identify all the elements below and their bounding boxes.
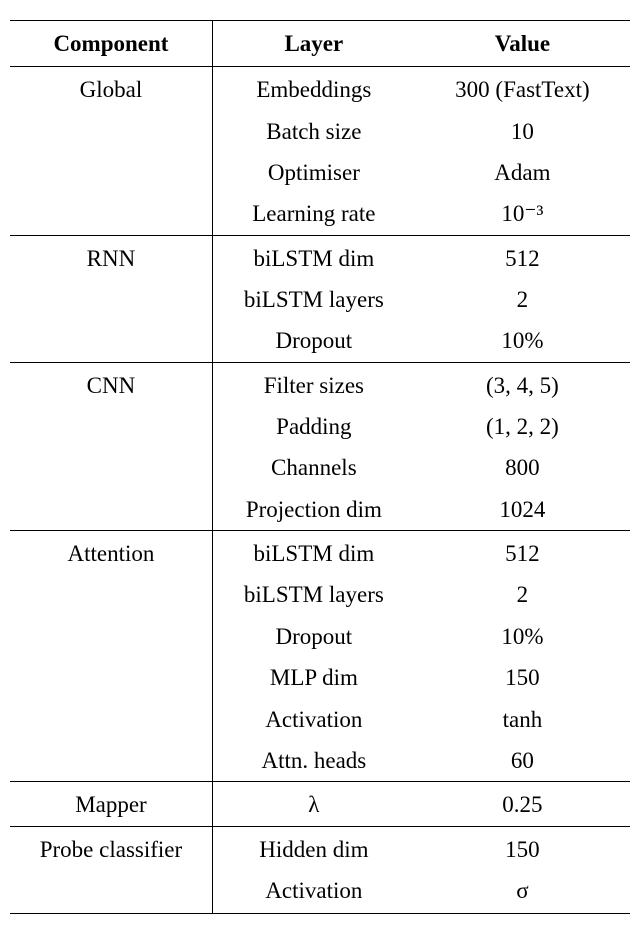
value-cell: 10% <box>415 616 630 657</box>
layer-cell: Activation <box>212 870 414 914</box>
table-row: Activation tanh <box>10 699 630 740</box>
value-cell: 300 (FastText) <box>415 67 630 111</box>
table-row: Channels 800 <box>10 447 630 488</box>
table-row: Learning rate 10⁻³ <box>10 193 630 235</box>
table-row: Mapper λ 0.25 <box>10 782 630 826</box>
layer-cell: Batch size <box>212 111 414 152</box>
layer-cell: Embeddings <box>212 67 414 111</box>
layer-cell: biLSTM dim <box>212 531 414 575</box>
header-row: Component Layer Value <box>10 21 630 67</box>
value-cell: 10% <box>415 320 630 362</box>
table-row: Padding (1, 2, 2) <box>10 406 630 447</box>
table-row: Optimiser Adam <box>10 152 630 193</box>
table-row: Dropout 10% <box>10 616 630 657</box>
table-row: Attn. heads 60 <box>10 740 630 782</box>
value-cell: 150 <box>415 826 630 870</box>
layer-cell: Projection dim <box>212 489 414 531</box>
value-cell: 10 <box>415 111 630 152</box>
value-cell: 800 <box>415 447 630 488</box>
value-cell: tanh <box>415 699 630 740</box>
layer-cell: Learning rate <box>212 193 414 235</box>
value-cell: 2 <box>415 279 630 320</box>
hyperparameter-table: Component Layer Value Global Embeddings … <box>10 20 630 914</box>
table-row: RNN biLSTM dim 512 <box>10 235 630 279</box>
value-cell: 2 <box>415 574 630 615</box>
value-cell: 1024 <box>415 489 630 531</box>
table-row: Activation σ <box>10 870 630 914</box>
layer-cell: Filter sizes <box>212 362 414 406</box>
layer-cell: Dropout <box>212 320 414 362</box>
table-row: Batch size 10 <box>10 111 630 152</box>
layer-cell: MLP dim <box>212 657 414 698</box>
layer-cell: Padding <box>212 406 414 447</box>
layer-cell: Hidden dim <box>212 826 414 870</box>
table-row: MLP dim 150 <box>10 657 630 698</box>
layer-cell: Attn. heads <box>212 740 414 782</box>
layer-cell: Dropout <box>212 616 414 657</box>
header-value: Value <box>415 21 630 67</box>
value-cell: 512 <box>415 531 630 575</box>
table-row: biLSTM layers 2 <box>10 574 630 615</box>
value-cell: 150 <box>415 657 630 698</box>
table-row: Global Embeddings 300 (FastText) <box>10 67 630 111</box>
value-cell: 0.25 <box>415 782 630 826</box>
component-cell: Mapper <box>10 782 212 826</box>
layer-cell: Channels <box>212 447 414 488</box>
value-cell: (3, 4, 5) <box>415 362 630 406</box>
component-cell: Attention <box>10 531 212 575</box>
value-cell: σ <box>415 870 630 914</box>
component-cell: RNN <box>10 235 212 279</box>
table-row: Probe classifier Hidden dim 150 <box>10 826 630 870</box>
component-cell: CNN <box>10 362 212 406</box>
table-row: CNN Filter sizes (3, 4, 5) <box>10 362 630 406</box>
header-component: Component <box>10 21 212 67</box>
table-row: Dropout 10% <box>10 320 630 362</box>
layer-cell: Optimiser <box>212 152 414 193</box>
value-cell: (1, 2, 2) <box>415 406 630 447</box>
layer-cell: biLSTM layers <box>212 279 414 320</box>
component-cell: Global <box>10 67 212 111</box>
table-body: Global Embeddings 300 (FastText) Batch s… <box>10 67 630 914</box>
component-cell: Probe classifier <box>10 826 212 870</box>
value-cell: 512 <box>415 235 630 279</box>
layer-cell: biLSTM layers <box>212 574 414 615</box>
table-row: biLSTM layers 2 <box>10 279 630 320</box>
value-cell: 60 <box>415 740 630 782</box>
layer-cell: λ <box>212 782 414 826</box>
table-row: Attention biLSTM dim 512 <box>10 531 630 575</box>
table-row: Projection dim 1024 <box>10 489 630 531</box>
layer-cell: Activation <box>212 699 414 740</box>
value-cell: 10⁻³ <box>415 193 630 235</box>
header-layer: Layer <box>212 21 414 67</box>
layer-cell: biLSTM dim <box>212 235 414 279</box>
value-cell: Adam <box>415 152 630 193</box>
